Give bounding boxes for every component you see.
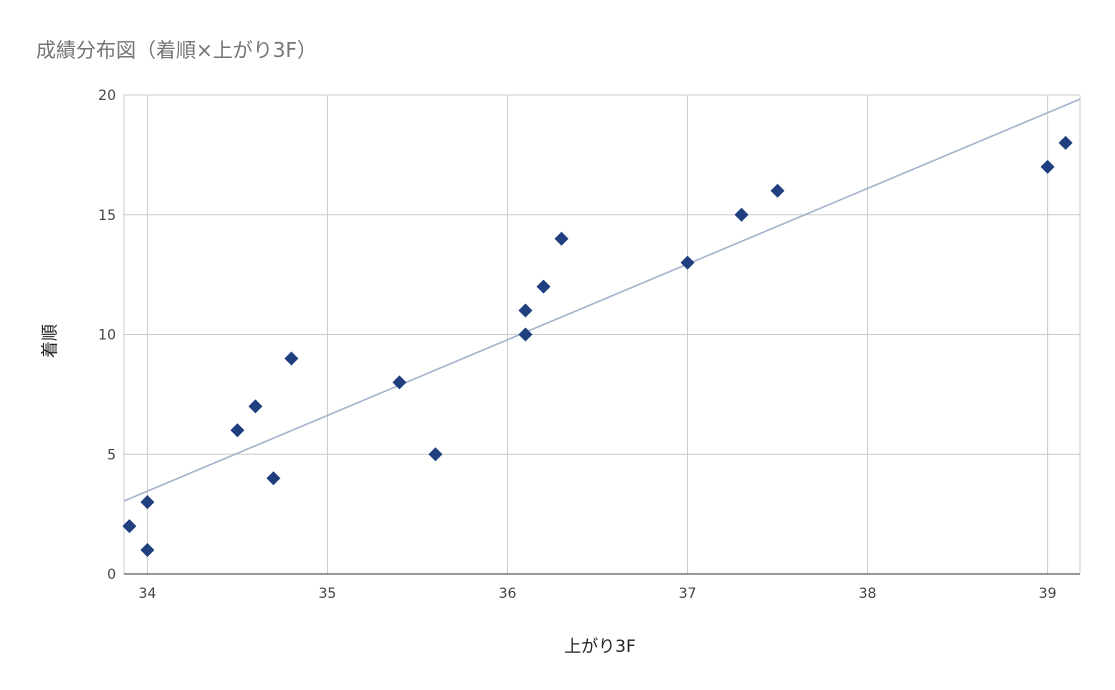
chart-title: 成績分布図（着順×上がり3F） [36,38,317,62]
data-point [518,303,533,318]
y-tick-label: 0 [107,567,116,583]
data-point [1040,159,1055,174]
y-axis-label: 着順 [40,324,61,358]
y-tick-label: 10 [98,328,116,344]
tick-labels: 0 5 10 15 20 34 35 36 37 38 39 [98,88,1056,602]
data-point [554,231,569,246]
data-point [140,543,155,558]
x-tick-label: 35 [319,586,337,602]
y-tick-label: 15 [98,208,116,224]
data-point [734,207,749,222]
data-point [536,279,551,294]
x-axis-label: 上がり3F [564,637,636,657]
x-tick-label: 37 [679,586,697,602]
x-tick-label: 36 [499,586,517,602]
data-point [122,519,137,534]
trendline [123,98,1081,502]
data-point [230,423,245,438]
y-tick-label: 20 [98,88,116,104]
data-point [428,447,443,462]
data-point [680,255,695,270]
y-tick-label: 5 [107,447,116,463]
trendline-layer [123,98,1081,502]
axes [123,95,1081,575]
data-point [140,495,155,510]
data-point [392,375,407,390]
x-tick-label: 38 [859,586,877,602]
data-point [284,351,299,366]
grid-lines [124,94,1080,574]
data-points [122,135,1073,558]
data-point [1058,135,1073,150]
data-point [248,399,263,414]
data-point [266,471,281,486]
x-tick-label: 34 [138,586,156,602]
x-tick-label: 39 [1039,586,1057,602]
data-point [770,183,785,198]
data-point [518,327,533,342]
